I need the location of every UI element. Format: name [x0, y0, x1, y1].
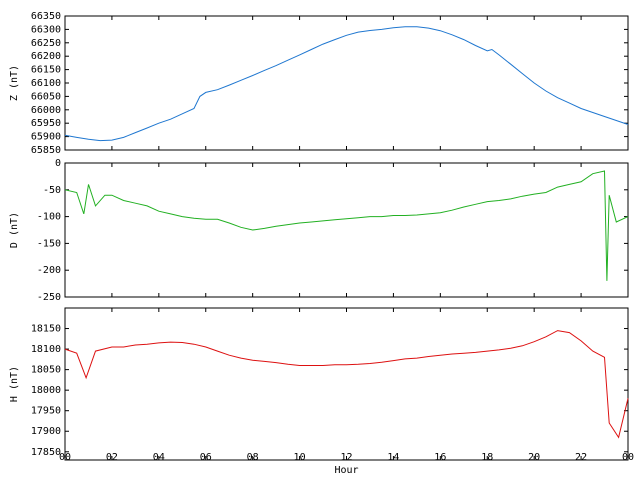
y-tick-label: 66150: [31, 65, 61, 76]
x-tick-label: 12: [340, 452, 352, 463]
x-tick-label: 00: [622, 452, 634, 463]
data-line: [64, 330, 629, 439]
y-tick-label: 66300: [31, 24, 61, 35]
plot-frame: [64, 162, 629, 298]
x-tick-label: 00: [59, 452, 71, 463]
y-tick-label: 65950: [31, 118, 61, 129]
x-axis-label: Hour: [334, 465, 358, 476]
x-tick-label: 14: [387, 452, 399, 463]
x-tick-label: 06: [200, 452, 212, 463]
x-tick-label: 02: [106, 452, 118, 463]
y-tick-label: 66250: [31, 38, 61, 49]
x-tick-label: 04: [153, 452, 165, 463]
y-tick-label: 66100: [31, 78, 61, 89]
y-tick-label: -250: [37, 292, 61, 303]
y-tick-label: 18150: [31, 324, 61, 335]
y-tick-label: -100: [37, 212, 61, 223]
x-tick-label: 18: [481, 452, 493, 463]
data-line: [64, 170, 629, 281]
y-tick-label: -50: [43, 185, 61, 196]
x-tick-label: 16: [434, 452, 446, 463]
plot-frame: [64, 307, 629, 461]
y-tick-label: 18000: [31, 385, 61, 396]
y-tick-label: 18100: [31, 344, 61, 355]
y-tick-label: 17850: [31, 447, 61, 458]
y-tick-label: 65900: [31, 132, 61, 143]
data-line: [64, 26, 629, 142]
x-tick-label: 20: [528, 452, 540, 463]
y-axis-label: H (nT): [9, 366, 20, 402]
y-tick-label: -200: [37, 265, 61, 276]
y-tick-label: 65850: [31, 145, 61, 156]
x-tick-label: 10: [294, 452, 306, 463]
y-tick-label: 17950: [31, 406, 61, 417]
y-tick-label: 66000: [31, 105, 61, 116]
y-tick-label: 17900: [31, 426, 61, 437]
y-axis-label: Z (nT): [9, 65, 20, 101]
y-tick-label: 66350: [31, 11, 61, 22]
y-tick-label: 0: [55, 158, 61, 169]
y-tick-label: 66200: [31, 51, 61, 62]
y-tick-label: 66050: [31, 91, 61, 102]
y-tick-label: 18050: [31, 365, 61, 376]
x-tick-label: 08: [247, 452, 259, 463]
y-axis-label: D (nT): [9, 212, 20, 248]
x-tick-label: 22: [575, 452, 587, 463]
plot-frame: [64, 15, 629, 151]
y-tick-label: -150: [37, 238, 61, 249]
